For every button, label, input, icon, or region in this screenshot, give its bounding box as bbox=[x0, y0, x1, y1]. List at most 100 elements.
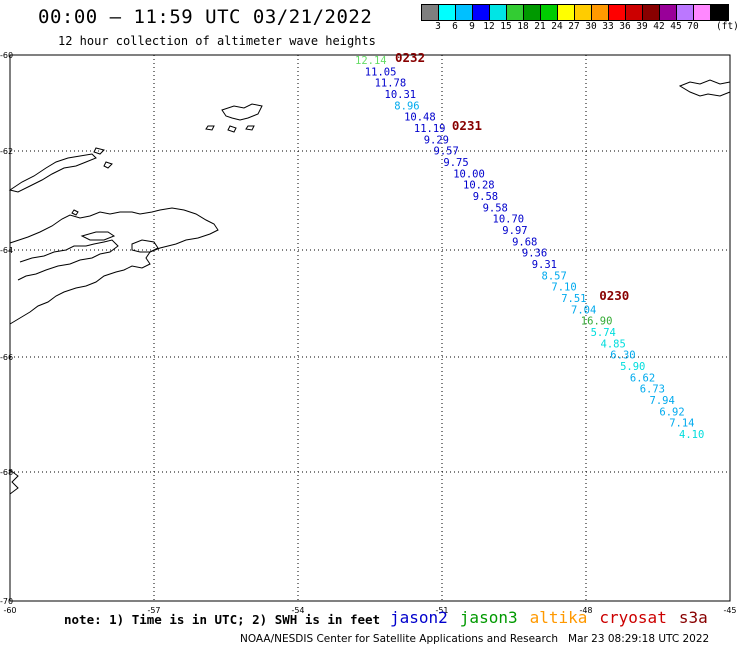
latitude-label: -70 bbox=[0, 597, 13, 606]
latitude-label: -60 bbox=[0, 51, 13, 60]
coastline-island-b bbox=[80, 231, 116, 241]
wave-height-label: 10.31 bbox=[385, 89, 417, 101]
color-legend-tick: 3 bbox=[435, 21, 441, 32]
color-legend-tick: 70 bbox=[687, 21, 699, 32]
map-frame bbox=[9, 54, 731, 602]
pass-time-label: 0232 bbox=[395, 50, 425, 65]
wave-height-label: 7.14 bbox=[669, 418, 694, 430]
color-legend-bar bbox=[421, 4, 729, 21]
color-swatch bbox=[677, 5, 694, 20]
wave-height-label: 6.62 bbox=[630, 372, 655, 384]
wave-height-label: 5.74 bbox=[591, 327, 616, 339]
wave-height-label: 11.05 bbox=[365, 66, 397, 78]
satellite-legend-item: cryosat bbox=[599, 608, 667, 627]
longitude-label: -45 bbox=[723, 606, 736, 615]
color-legend-tick: 18 bbox=[517, 21, 529, 32]
satellite-legend-item: jason3 bbox=[459, 608, 518, 627]
wave-height-label: 9.57 bbox=[434, 146, 459, 158]
color-swatch bbox=[439, 5, 456, 20]
wave-height-label: 7.10 bbox=[551, 282, 576, 294]
coastline bbox=[8, 79, 731, 495]
altimeter-track: 12.1411.0511.7810.318.9610.4811.199.299.… bbox=[355, 50, 704, 441]
latitude-label: -66 bbox=[0, 353, 13, 362]
coastline-south-shetland bbox=[8, 153, 97, 193]
pass-time-label: 0230 bbox=[599, 288, 629, 303]
coastline-islet-2 bbox=[103, 161, 113, 169]
color-swatch bbox=[456, 5, 473, 20]
color-legend-tick: 39 bbox=[636, 21, 648, 32]
coastline-peninsula bbox=[9, 207, 219, 325]
color-swatch bbox=[609, 5, 626, 20]
wave-height-label: 10.70 bbox=[493, 214, 525, 226]
coastline-west-edge bbox=[9, 469, 19, 495]
wave-height-label: 5.90 bbox=[620, 361, 645, 373]
wave-height-label: 6.92 bbox=[659, 406, 684, 418]
color-legend-tick: 9 bbox=[469, 21, 475, 32]
wave-height-label: 9.29 bbox=[424, 134, 449, 146]
wave-height-label: 7.51 bbox=[561, 293, 586, 305]
color-swatch bbox=[592, 5, 609, 20]
color-swatch bbox=[507, 5, 524, 20]
coastline-inner-bay bbox=[17, 239, 119, 281]
axis-labels: -60-62-64-66-68-70-60 -57 -54 -51 -48 -45 bbox=[0, 51, 737, 615]
map-title: 00:00 – 11:59 UTC 03/21/2022 bbox=[38, 6, 373, 28]
color-legend-tick: 36 bbox=[619, 21, 631, 32]
coastline-south-orkney bbox=[678, 79, 731, 97]
color-legend-tick: 12 bbox=[483, 21, 495, 32]
wave-height-label: 8.96 bbox=[394, 100, 419, 112]
wave-height-label: 9.31 bbox=[532, 259, 557, 271]
wave-height-label: 11.78 bbox=[375, 78, 407, 90]
wave-height-label: 9.58 bbox=[473, 191, 498, 203]
color-legend-unit: (ft) bbox=[716, 21, 739, 32]
color-swatch bbox=[626, 5, 643, 20]
wave-height-label: 7.04 bbox=[571, 304, 596, 316]
coastline-islet-3 bbox=[71, 209, 79, 216]
color-swatch bbox=[490, 5, 507, 20]
color-swatch bbox=[643, 5, 660, 20]
wave-height-label: 9.58 bbox=[483, 202, 508, 214]
color-legend-tick: 24 bbox=[551, 21, 563, 32]
color-swatch bbox=[524, 5, 541, 20]
wave-height-label: 6.73 bbox=[640, 384, 665, 396]
wave-height-label: 6.30 bbox=[610, 350, 635, 362]
coastline-island-a bbox=[131, 239, 159, 253]
coastline-islet-5 bbox=[227, 125, 237, 133]
color-swatch bbox=[711, 5, 728, 20]
wave-height-label: 11.19 bbox=[414, 123, 446, 135]
coastline-islet-6 bbox=[245, 125, 255, 131]
wave-height-label: 16.90 bbox=[581, 316, 613, 328]
color-legend-tick: 33 bbox=[602, 21, 614, 32]
color-swatch bbox=[541, 5, 558, 20]
color-swatch bbox=[558, 5, 575, 20]
wave-height-label: 7.94 bbox=[650, 395, 675, 407]
map-subtitle: 12 hour collection of altimeter wave hei… bbox=[58, 34, 376, 48]
latitude-label: -68 bbox=[0, 468, 13, 477]
wave-height-label: 9.68 bbox=[512, 236, 537, 248]
longitude-label: -48 bbox=[579, 606, 592, 615]
satellite-legend: jason2 jason3 altika cryosat s3a bbox=[390, 608, 708, 627]
wave-height-label: 9.36 bbox=[522, 248, 547, 260]
color-swatch bbox=[473, 5, 490, 20]
wave-height-label: 10.48 bbox=[404, 112, 436, 124]
longitude-label: -54 bbox=[291, 606, 304, 615]
satellite-legend-item: s3a bbox=[678, 608, 708, 627]
coastline-islet-1 bbox=[93, 147, 105, 155]
latitude-label: -62 bbox=[0, 147, 13, 156]
longitude-label: -60 bbox=[3, 606, 16, 615]
color-swatch bbox=[575, 5, 592, 20]
wave-height-label: 4.10 bbox=[679, 429, 704, 441]
satellite-legend-item: jason2 bbox=[390, 608, 448, 627]
longitude-label: -57 bbox=[147, 606, 160, 615]
satellite-legend-item: altika bbox=[529, 608, 588, 627]
pass-time-label: 0231 bbox=[452, 118, 482, 133]
color-legend-tick: 30 bbox=[585, 21, 597, 32]
coastline-islet-4 bbox=[205, 125, 215, 131]
color-swatch bbox=[660, 5, 677, 20]
wave-height-label: 4.85 bbox=[601, 338, 626, 350]
color-swatch bbox=[422, 5, 439, 20]
latitude-label: -64 bbox=[0, 246, 13, 255]
coastline-elephant-island bbox=[221, 103, 263, 121]
color-legend-tick: 21 bbox=[534, 21, 546, 32]
wave-height-label: 12.14 bbox=[355, 55, 387, 67]
